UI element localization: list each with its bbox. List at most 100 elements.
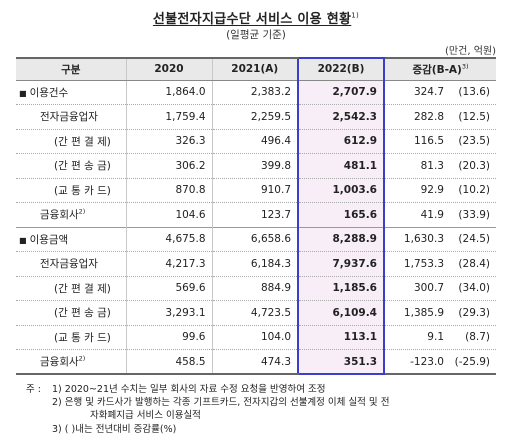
row-footnote: 2): [78, 207, 86, 216]
cell-change: -123.0 (-25.9): [383, 349, 496, 375]
cell-2021: 496.4: [211, 129, 298, 154]
change-percent: (8.7): [465, 331, 490, 344]
cell-2020: 104.6: [125, 202, 212, 228]
change-percent: (24.5): [458, 233, 490, 246]
row-label: (간 편 송 금): [16, 300, 126, 326]
change-value: 116.5: [413, 135, 444, 148]
row-label: ■ 이용건수: [16, 80, 126, 105]
cell-2021: 910.7: [211, 178, 298, 203]
header-change-label: 증감(B-A): [412, 63, 462, 76]
row-label-text: 금융회사: [40, 209, 79, 222]
cell-2022: 481.1: [297, 153, 385, 179]
row-label: (교 통 카 드): [16, 325, 126, 350]
table-row: ■ 이용건수 1,864.0 2,383.2 2,707.9 324.7 (13.6): [16, 80, 496, 105]
cell-2021: 123.7: [211, 202, 298, 228]
row-label-text: (간 편 송 금): [54, 160, 111, 173]
table-row: (교 통 카 드) 870.8 910.7 1,003.6 92.9 (10.2): [16, 178, 496, 203]
change-value: -123.0: [410, 355, 444, 368]
cell-change: 92.9 (10.2): [383, 178, 496, 203]
cell-2020: 569.6: [125, 276, 212, 301]
cell-2022: 1,003.6: [297, 178, 385, 203]
change-value: 81.3: [420, 159, 444, 172]
change-value: 92.9: [420, 184, 444, 197]
change-value: 1,630.3: [403, 233, 444, 246]
row-label: ■ 이용금액: [16, 226, 126, 252]
table-row: (간 편 송 금) 3,293.1 4,723.5 6,109.4 1,385.9 (29…: [16, 300, 496, 326]
cell-2021: 474.3: [211, 349, 298, 375]
table-row: 금융회사2) 104.6 123.7 165.6 41.9 (33.9): [16, 202, 496, 228]
table-row: (간 편 결 제) 326.3 496.4 612.9 116.5 (23.5): [16, 129, 496, 154]
note-1: 1) 2020~21년 수치는 일부 회사의 자료 수정 요청을 반영하여 조정: [52, 384, 326, 395]
cell-change: 116.5 (23.5): [383, 129, 496, 154]
row-label-text: (간 편 송 금): [54, 307, 111, 320]
header-2021: 2021(A): [211, 57, 298, 81]
document-subtitle: (일평균 기준): [226, 29, 286, 41]
change-percent: (34.0): [458, 282, 490, 295]
change-percent: (-25.9): [454, 355, 490, 368]
cell-2022: 2,542.3: [297, 104, 385, 130]
title-text: 선불전자지급수단 서비스 이용 현황: [152, 12, 352, 27]
change-percent: (12.5): [458, 110, 490, 123]
cell-2020: 458.5: [125, 349, 212, 375]
cell-change: 324.7 (13.6): [383, 80, 496, 105]
change-percent: (23.5): [458, 135, 490, 148]
table-header-row: 구분 2020 2021(A) 2022(B) 증감(B-A)3): [16, 57, 496, 81]
cell-2022: 7,937.6: [297, 251, 385, 277]
cell-2022: 351.3: [297, 349, 385, 375]
cell-2020: 4,675.8: [125, 226, 212, 252]
cell-2022: 612.9: [297, 129, 385, 154]
row-label-text: (교 통 카 드): [54, 184, 111, 197]
change-value: 9.1: [427, 331, 444, 344]
cell-2021: 2,259.5: [211, 104, 298, 130]
header-category: 구분: [16, 57, 126, 81]
footnotes: 주 : 1) 2020~21년 수치는 일부 회사의 자료 수정 요청을 반영하여…: [26, 383, 389, 436]
cell-2022: 8,288.9: [297, 226, 385, 252]
row-label-text: (간 편 결 제): [54, 282, 111, 295]
change-percent: (10.2): [458, 184, 490, 197]
row-label-text: (교 통 카 드): [54, 331, 111, 344]
cell-2021: 104.0: [211, 325, 298, 350]
cell-2021: 884.9: [211, 276, 298, 301]
row-label: (교 통 카 드): [16, 178, 126, 203]
cell-change: 1,753.3 (28.4): [383, 251, 496, 277]
row-label: 금융회사2): [16, 349, 126, 375]
change-percent: (29.3): [458, 306, 490, 319]
cell-change: 81.3 (20.3): [383, 153, 496, 179]
change-value: 324.7: [413, 86, 444, 99]
change-value: 1,385.9: [403, 306, 444, 319]
row-label: (간 편 송 금): [16, 153, 126, 179]
cell-change: 300.7 (34.0): [383, 276, 496, 301]
table-row: (교 통 카 드) 99.6 104.0 113.1 9.1 (8.7): [16, 325, 496, 350]
table-body: ■ 이용건수 1,864.0 2,383.2 2,707.9 324.7 (13.6) 전자금…: [16, 80, 496, 375]
header-2022: 2022(B): [297, 57, 385, 81]
change-percent: (28.4): [458, 257, 490, 270]
cell-2020: 306.2: [125, 153, 212, 179]
change-value: 282.8: [413, 110, 444, 123]
table-row: ■ 이용금액 4,675.8 6,658.6 8,288.9 1,630.3 (24.5): [16, 226, 496, 252]
header-change-footnote: 3): [461, 62, 469, 71]
cell-2020: 326.3: [125, 129, 212, 154]
cell-2022: 1,185.6: [297, 276, 385, 301]
cell-2020: 99.6: [125, 325, 212, 350]
cell-2020: 4,217.3: [125, 251, 212, 277]
table-row: 전자금융업자 1,759.4 2,259.5 2,542.3 282.8 (12.5): [16, 104, 496, 130]
cell-change: 1,630.3 (24.5): [383, 226, 496, 252]
row-label-text: 금융회사: [40, 356, 79, 368]
row-label: 전자금융업자: [16, 104, 126, 130]
bullet-icon: ■: [19, 235, 27, 245]
note-2: 2) 은행 및 카드사가 발행하는 각종 기프트카드, 전자지갑의 선불계정 이…: [52, 397, 390, 409]
change-percent: (33.9): [458, 208, 490, 221]
cell-2020: 3,293.1: [125, 300, 212, 326]
cell-2021: 4,723.5: [211, 300, 298, 326]
note-2-cont: 자화폐지급 서비스 이용실적: [90, 410, 201, 422]
unit-label: (만건, 억원): [445, 46, 496, 57]
change-percent: (13.6): [458, 86, 490, 99]
row-label-text: (간 편 결 제): [54, 135, 111, 148]
cell-2022: 6,109.4: [297, 300, 385, 326]
cell-2021: 6,184.3: [211, 251, 298, 277]
table-row: 금융회사2) 458.5 474.3 351.3 -123.0 (-25.9): [16, 349, 496, 375]
cell-2021: 399.8: [211, 153, 298, 179]
cell-2022: 113.1: [297, 325, 385, 350]
cell-2022: 2,707.9: [297, 80, 385, 105]
cell-change: 282.8 (12.5): [383, 104, 496, 130]
